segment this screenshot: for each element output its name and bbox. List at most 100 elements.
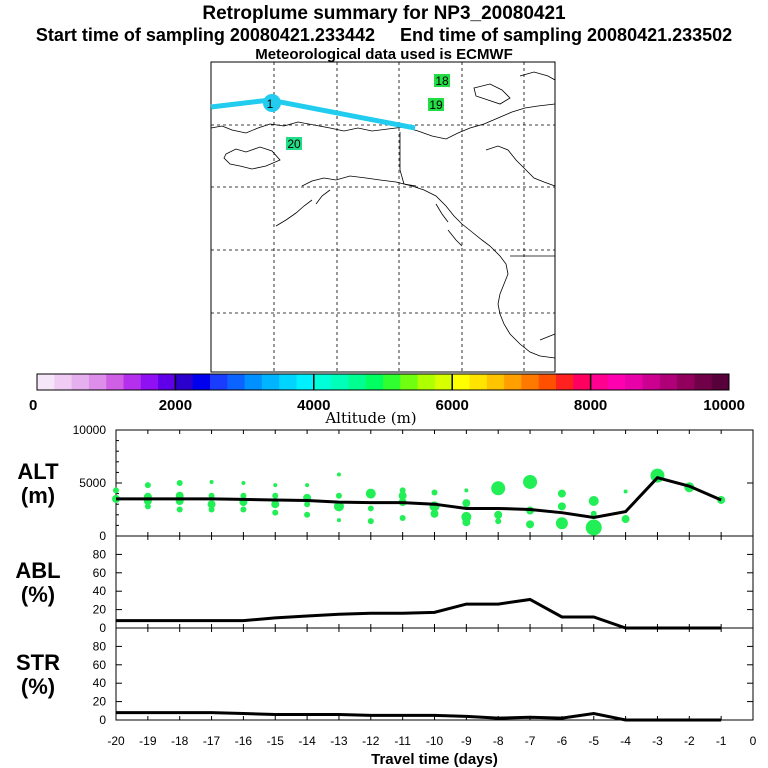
altitude-plume-point	[240, 492, 247, 499]
sampling-time-line: Start time of sampling 20080421.233442 E…	[0, 25, 768, 46]
chart-title: Retroplume summary for NP3_20080421	[202, 3, 566, 24]
colorbar-swatch	[659, 374, 678, 390]
altitude-plume-point	[333, 501, 344, 512]
day-label-1: 1	[267, 97, 274, 111]
map-panel: 18 19 20 1	[210, 61, 556, 373]
altitude-plume-point	[365, 488, 376, 499]
altitude-plume-point	[367, 518, 374, 525]
colorbar-frame	[36, 373, 730, 391]
stratosphere-y-tick-label: 20	[93, 695, 107, 709]
abl-y-tick-label: 40	[93, 584, 107, 598]
altitude-plume-point	[495, 518, 502, 525]
altitude-plume-point	[305, 483, 310, 488]
colorbar-swatch	[331, 374, 349, 390]
x-tick-label: -10	[426, 734, 444, 748]
x-tick-label: -11	[394, 734, 411, 748]
x-tick-label: -12	[362, 734, 380, 748]
colorbar-swatch	[88, 374, 107, 390]
colorbar-swatch	[71, 374, 90, 390]
colorbar-swatch	[642, 374, 661, 390]
colorbar-tick-label: 4000	[297, 397, 330, 414]
altitude-plume-point	[431, 489, 438, 496]
colorbar-swatch	[607, 374, 626, 390]
colorbar-swatch	[296, 374, 315, 390]
x-tick-label: -18	[171, 734, 189, 748]
altitude-plume-point	[207, 500, 216, 509]
colorbar-swatch	[711, 374, 730, 390]
stratosphere-y-tick-label: 60	[93, 658, 107, 672]
colorbar-tick-label: 2000	[159, 397, 192, 414]
altitude-plume-point	[304, 501, 311, 508]
plume-release-marker	[263, 94, 281, 112]
abl-y-tick-label: 0	[99, 621, 106, 635]
colorbar-swatch	[469, 374, 488, 390]
altitude-plume-point	[209, 479, 214, 484]
altitude-plume-point	[272, 492, 279, 499]
colorbar-swatch	[694, 374, 713, 390]
altitude-plume-point	[557, 502, 566, 511]
colorbar-swatch	[158, 374, 176, 390]
colorbar-swatch	[227, 374, 246, 390]
colorbar-swatch	[417, 374, 436, 390]
colorbar-title: Altitude (m)	[324, 409, 416, 427]
abl-y-tick-label: 80	[93, 547, 107, 561]
altitude-plume-point	[336, 472, 341, 477]
x-tick-label: -13	[330, 734, 348, 748]
altitude-plume-point	[623, 489, 628, 494]
altitude-plume-point	[335, 492, 342, 499]
x-tick-label: -2	[684, 734, 695, 748]
altitude-plume-point	[399, 514, 406, 521]
x-tick-label: -20	[107, 734, 125, 748]
colorbar-swatch	[538, 374, 557, 390]
x-tick-label: -15	[267, 734, 285, 748]
colorbar-swatch	[54, 374, 73, 390]
day-marker-19	[428, 98, 444, 111]
x-tick-label: -1	[716, 734, 727, 748]
colorbar-swatch	[573, 374, 592, 390]
abl-ylabel: ABL	[15, 558, 60, 583]
x-tick-label: -17	[203, 734, 221, 748]
x-tick-label: -8	[493, 734, 504, 748]
altitude-plume-point	[208, 492, 215, 499]
colorbar-swatch	[556, 374, 574, 390]
altitude-plume-point	[241, 481, 246, 485]
altitude-plume-point	[585, 519, 602, 536]
x-tick-label: -19	[139, 734, 157, 748]
day-label-18: 18	[435, 74, 449, 88]
altitude-plume-point	[208, 506, 215, 513]
colorbar-swatch	[210, 374, 228, 390]
altitude-plume-point	[462, 518, 471, 527]
altitude-plume-point	[621, 515, 630, 524]
altitude-plume-point	[336, 518, 341, 523]
colorbar-swatch	[434, 374, 453, 390]
altitude-plume-point	[273, 483, 278, 488]
colorbar-swatch	[677, 374, 695, 390]
altitude-plume-point	[399, 487, 406, 494]
altitude-ylabel-unit: (m)	[21, 483, 55, 508]
altitude-series-line	[116, 476, 722, 519]
colorbar-swatch	[486, 374, 505, 390]
colorbar-swatch	[244, 374, 263, 390]
altitude-y-tick-label: 5000	[79, 476, 106, 490]
stratosphere-series-line	[116, 711, 722, 722]
colorbar-swatch	[400, 374, 419, 390]
coastlines	[210, 71, 556, 359]
colorbar-swatch	[175, 374, 194, 390]
map-frame	[210, 61, 556, 373]
stratosphere-ylabel: STR	[16, 650, 60, 675]
altitude-plume-point	[367, 505, 374, 512]
colorbar-swatch	[625, 374, 643, 390]
altitude-plume-point	[430, 509, 439, 518]
altitude-plume-point	[144, 482, 151, 489]
colorbar-swatch	[123, 374, 142, 390]
x-tick-label: 0	[750, 734, 757, 748]
x-tick-label: -6	[557, 734, 568, 748]
x-tick-label: -5	[588, 734, 599, 748]
abl-series-line	[116, 597, 722, 630]
altitude-plume-point	[398, 491, 407, 500]
colorbar-swatch	[504, 374, 522, 390]
altitude-plume-point	[557, 489, 566, 498]
colorbar-swatch	[590, 374, 609, 390]
abl-ylabel-unit: (%)	[21, 582, 55, 607]
